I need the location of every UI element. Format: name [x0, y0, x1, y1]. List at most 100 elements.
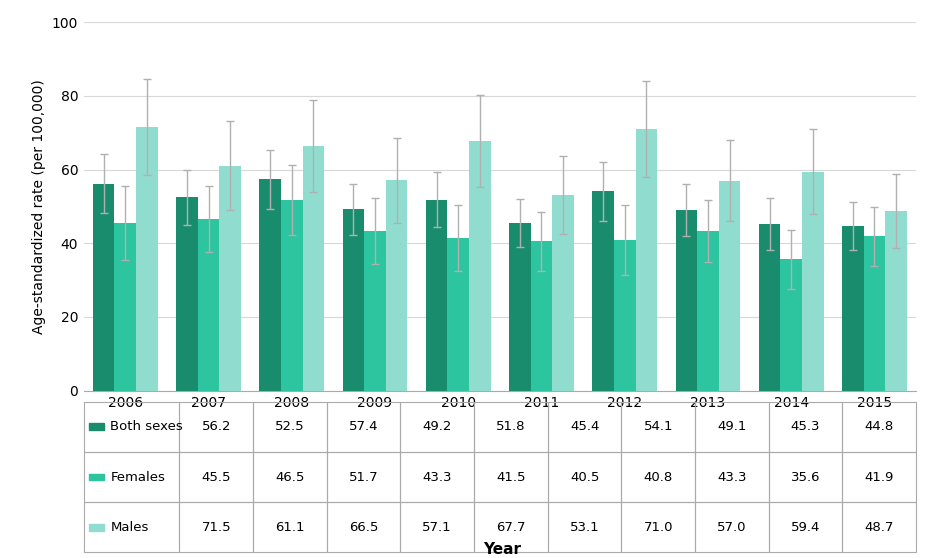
Bar: [695, 452, 769, 502]
Bar: [719, 181, 740, 391]
Bar: [675, 210, 698, 391]
Bar: [426, 200, 447, 391]
Bar: [621, 502, 695, 552]
Bar: [326, 452, 401, 502]
Text: 66.5: 66.5: [349, 521, 379, 534]
Bar: [253, 502, 326, 552]
Text: 51.8: 51.8: [496, 420, 525, 434]
Text: 43.3: 43.3: [717, 470, 747, 484]
Bar: [843, 502, 916, 552]
Text: 67.7: 67.7: [496, 521, 525, 534]
Text: Males: Males: [111, 521, 149, 534]
Bar: [84, 452, 179, 502]
Text: 71.0: 71.0: [644, 521, 673, 534]
Bar: [179, 502, 253, 552]
Bar: [259, 179, 281, 391]
Bar: [281, 200, 302, 391]
Bar: [326, 402, 401, 452]
Bar: [302, 146, 325, 391]
Bar: [179, 452, 253, 502]
Bar: [698, 231, 719, 391]
Bar: [802, 172, 824, 391]
Bar: [401, 502, 474, 552]
Text: 45.4: 45.4: [570, 420, 599, 434]
Bar: [509, 223, 531, 391]
Text: 59.4: 59.4: [790, 521, 820, 534]
Bar: [93, 184, 114, 391]
Bar: [136, 127, 158, 391]
Text: 57.0: 57.0: [717, 521, 747, 534]
Bar: [198, 219, 219, 391]
Text: 56.2: 56.2: [202, 420, 231, 434]
Bar: [176, 198, 198, 391]
Bar: [84, 502, 179, 552]
Bar: [474, 502, 548, 552]
Text: 40.8: 40.8: [644, 470, 672, 484]
Bar: [843, 452, 916, 502]
Bar: [592, 191, 614, 391]
Bar: [531, 242, 552, 391]
Bar: [864, 236, 885, 391]
Bar: [342, 209, 365, 391]
Bar: [447, 238, 469, 391]
Bar: [219, 166, 241, 391]
Text: 45.3: 45.3: [790, 420, 820, 434]
Bar: [780, 259, 802, 391]
Bar: [614, 240, 635, 391]
Text: 46.5: 46.5: [275, 470, 305, 484]
Bar: [88, 524, 103, 531]
Text: 35.6: 35.6: [790, 470, 820, 484]
Text: 54.1: 54.1: [644, 420, 673, 434]
Bar: [695, 502, 769, 552]
Bar: [695, 402, 769, 452]
Bar: [769, 452, 843, 502]
Text: 52.5: 52.5: [275, 420, 305, 434]
Bar: [552, 195, 574, 391]
Bar: [759, 224, 780, 391]
Bar: [842, 225, 864, 391]
Text: 40.5: 40.5: [570, 470, 599, 484]
Bar: [88, 424, 103, 430]
Bar: [326, 502, 401, 552]
Text: 61.1: 61.1: [275, 521, 305, 534]
Bar: [88, 474, 103, 480]
Text: Year: Year: [484, 542, 521, 557]
Bar: [885, 211, 907, 391]
Text: 53.1: 53.1: [570, 521, 599, 534]
Bar: [769, 502, 843, 552]
Y-axis label: Age-standardized rate (per 100,000): Age-standardized rate (per 100,000): [33, 79, 46, 334]
Text: 41.9: 41.9: [865, 470, 894, 484]
Text: 51.7: 51.7: [349, 470, 379, 484]
Bar: [179, 402, 253, 452]
Bar: [474, 452, 548, 502]
Bar: [548, 402, 621, 452]
Text: 57.1: 57.1: [422, 521, 452, 534]
Bar: [635, 129, 658, 391]
Text: Both sexes: Both sexes: [111, 420, 183, 434]
Bar: [621, 402, 695, 452]
Bar: [843, 402, 916, 452]
Text: 49.1: 49.1: [717, 420, 747, 434]
Bar: [769, 402, 843, 452]
Text: 44.8: 44.8: [865, 420, 894, 434]
Text: 45.5: 45.5: [202, 470, 231, 484]
Bar: [474, 402, 548, 452]
Text: 41.5: 41.5: [496, 470, 525, 484]
Bar: [401, 402, 474, 452]
Bar: [386, 180, 407, 391]
Bar: [365, 231, 386, 391]
Bar: [548, 502, 621, 552]
Bar: [253, 402, 326, 452]
Bar: [548, 452, 621, 502]
Bar: [469, 141, 491, 391]
Bar: [253, 452, 326, 502]
Text: 57.4: 57.4: [349, 420, 379, 434]
Text: Females: Females: [111, 470, 166, 484]
Bar: [84, 402, 179, 452]
Bar: [401, 452, 474, 502]
Text: 43.3: 43.3: [422, 470, 452, 484]
Text: 48.7: 48.7: [865, 521, 894, 534]
Bar: [621, 452, 695, 502]
Text: 49.2: 49.2: [422, 420, 452, 434]
Bar: [114, 223, 136, 391]
